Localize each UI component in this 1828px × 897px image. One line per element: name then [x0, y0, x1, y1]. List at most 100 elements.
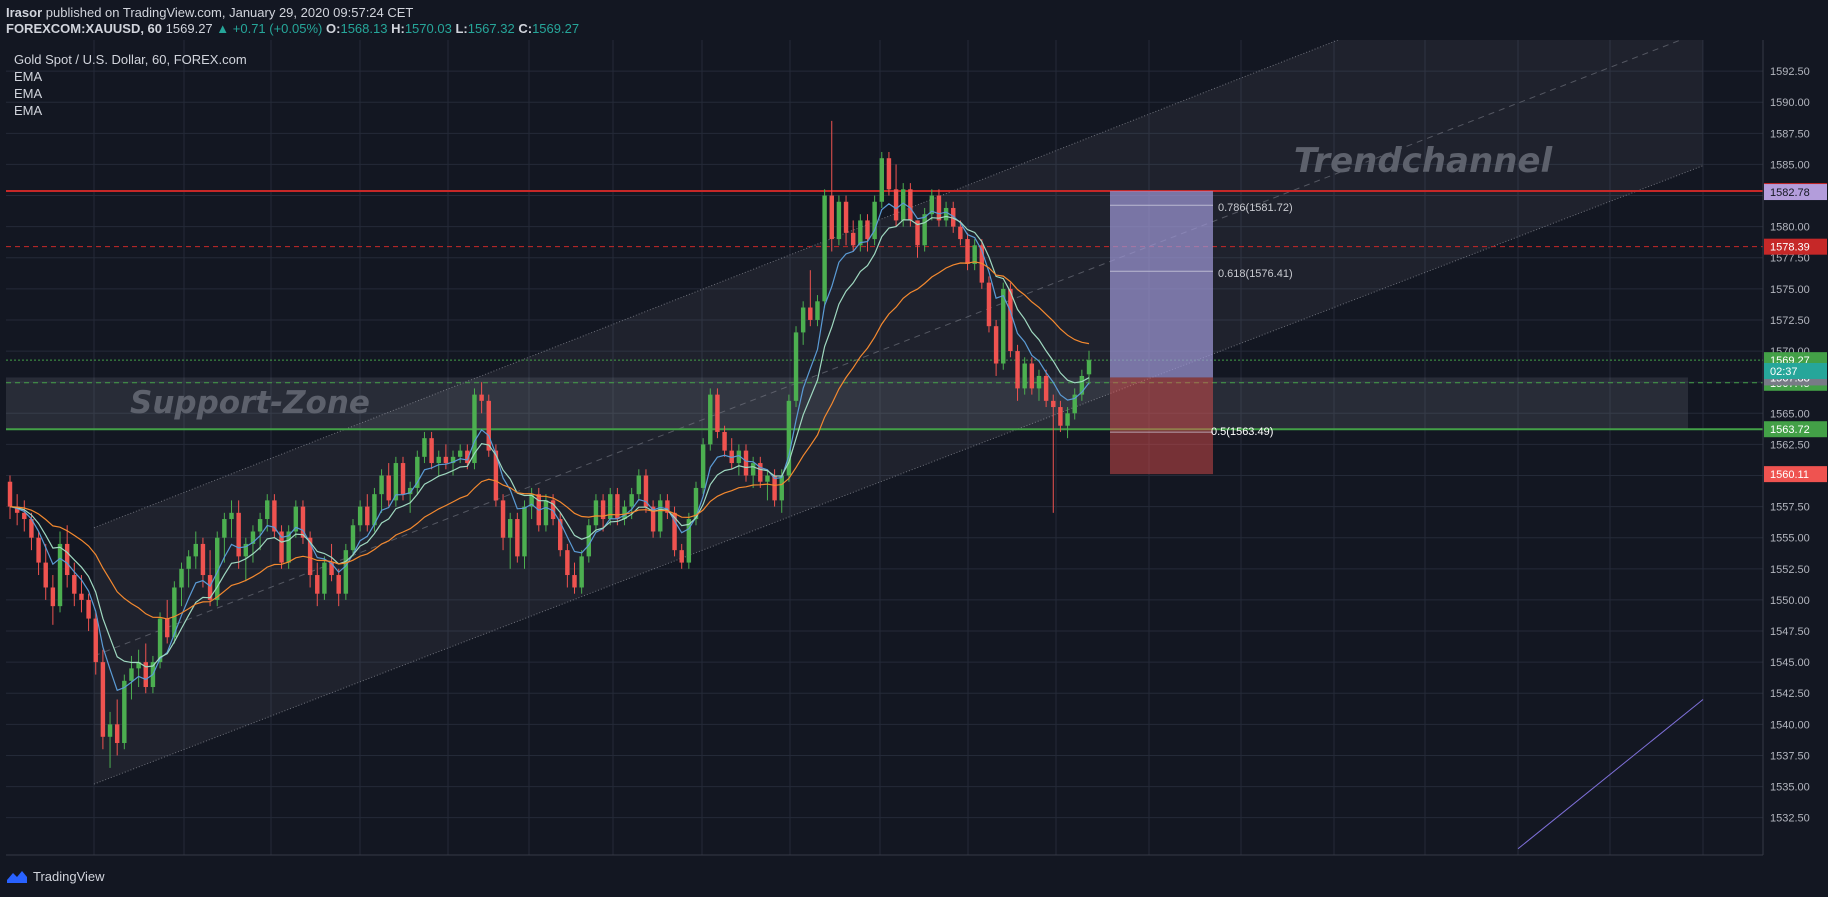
grid-lines: [6, 40, 1763, 855]
legend-ema-3[interactable]: EMA: [14, 103, 43, 118]
candle-body: [372, 494, 377, 526]
candle-body: [93, 618, 98, 663]
candle-body: [400, 463, 406, 495]
price-tick-label: 1590.00: [1770, 97, 1810, 109]
candle-body: [772, 475, 777, 501]
candle-body: [122, 680, 127, 744]
candle-body: [64, 543, 70, 576]
price-tick-label: 1547.50: [1770, 626, 1810, 638]
candle-body: [886, 158, 892, 190]
candle-body: [793, 332, 799, 401]
price-tick-label: 1557.50: [1770, 502, 1810, 514]
candle-body: [665, 500, 670, 513]
support-zone-rect: [6, 377, 1688, 430]
position-stop-zone[interactable]: [1110, 377, 1213, 475]
candle-body: [893, 189, 899, 221]
candle-body: [257, 519, 263, 532]
chart-annotations: Trendchannel Support-Zone Gold Spot / U.…: [14, 52, 1553, 438]
candle-body: [829, 195, 834, 240]
candle-body: [579, 556, 584, 588]
candle-body: [1051, 400, 1056, 408]
price-tick-label: 1552.50: [1770, 564, 1810, 576]
position-tool[interactable]: [1110, 191, 1213, 475]
price-tick-label: 1535.00: [1770, 782, 1810, 794]
price-tick-label: 1540.00: [1770, 719, 1810, 731]
candle-body: [100, 662, 106, 737]
candle-body: [172, 587, 177, 638]
candle-body: [272, 500, 277, 532]
chart-header: Irasor published on TradingView.com, Jan…: [0, 0, 1828, 40]
price-change: ▲ +0.71 (+0.05%): [216, 21, 323, 36]
candle-body: [915, 220, 920, 246]
candle-body: [1001, 288, 1006, 364]
candle-body: [472, 394, 477, 464]
candle-body: [7, 481, 13, 507]
price-tick-label: 1532.50: [1770, 813, 1810, 825]
published-text: published on TradingView.com, January 29…: [45, 5, 414, 20]
candle-body: [729, 450, 734, 464]
candle-body: [879, 158, 884, 202]
candle-body: [36, 537, 41, 563]
legend-ema-1[interactable]: EMA: [14, 69, 43, 84]
candle-body: [972, 245, 977, 264]
price-tick-label: 1542.50: [1770, 688, 1810, 700]
candle-body: [850, 232, 856, 246]
price-tick-label: 1580.00: [1770, 222, 1810, 234]
legend-ema-2[interactable]: EMA: [14, 86, 43, 101]
candle-body: [951, 207, 956, 227]
candle-body: [900, 189, 906, 221]
candle-body: [107, 724, 113, 737]
tradingview-logo[interactable]: TradingView: [6, 868, 105, 884]
fib-level-05: 0.5(1563.49): [1211, 426, 1273, 438]
axes[interactable]: 1532.50 1535.00 1537.50 1540.00 1542.50 1545.…: [6, 40, 1828, 867]
candle-body: [672, 512, 677, 551]
candle-body: [550, 500, 556, 520]
candle-body: [343, 550, 349, 594]
high-label: H:: [391, 21, 405, 36]
candle-body: [872, 201, 877, 240]
candle-body: [507, 519, 513, 538]
open-value: 1568.13: [340, 21, 388, 36]
candle-body: [243, 543, 249, 557]
price-badge: 1560.11: [1770, 469, 1809, 481]
candle-body: [22, 512, 27, 520]
candle-body: [929, 195, 935, 215]
author-name[interactable]: Irasor: [6, 5, 43, 20]
candle-body: [450, 456, 456, 464]
candle-body: [315, 575, 320, 594]
low-label: L:: [455, 21, 468, 36]
candle-body: [522, 506, 527, 557]
candle-body: [215, 537, 220, 600]
last-price: 1569.27: [165, 21, 213, 36]
symbol-label[interactable]: FOREXCOM:XAUUSD, 60: [6, 21, 163, 36]
candle-body: [936, 195, 942, 221]
candle-body: [493, 450, 499, 501]
candle-body: [350, 525, 356, 551]
price-chart[interactable]: Trendchannel Support-Zone Gold Spot / U.…: [0, 40, 1828, 867]
candle-body: [193, 543, 199, 557]
candle-body: [593, 500, 599, 526]
candle-body: [865, 220, 870, 240]
price-tick-label: 1575.00: [1770, 284, 1810, 296]
candle-body: [686, 519, 692, 563]
candle-body: [836, 201, 842, 240]
support-zone-label: Support-Zone: [130, 385, 370, 421]
trend-channel-fill: [94, 40, 1703, 785]
candle-body: [1072, 394, 1077, 414]
close-value: 1569.27: [532, 21, 580, 36]
candles: [7, 120, 1092, 768]
candle-body: [565, 550, 570, 576]
chart-background: [0, 40, 1828, 867]
price-tick-label: 1565.00: [1770, 408, 1810, 420]
position-target-zone[interactable]: [1110, 191, 1213, 378]
candle-body: [922, 214, 927, 246]
price-tick-label: 1550.00: [1770, 595, 1810, 607]
candle-body: [329, 562, 334, 576]
candle-body: [379, 475, 384, 495]
candle-body: [943, 207, 949, 221]
candle-body: [708, 394, 713, 445]
ema-line-fast: [9, 202, 1090, 692]
fib-level-0786: 0.786(1581.72): [1218, 202, 1293, 214]
candle-body: [365, 506, 370, 526]
candle-body: [236, 512, 241, 557]
